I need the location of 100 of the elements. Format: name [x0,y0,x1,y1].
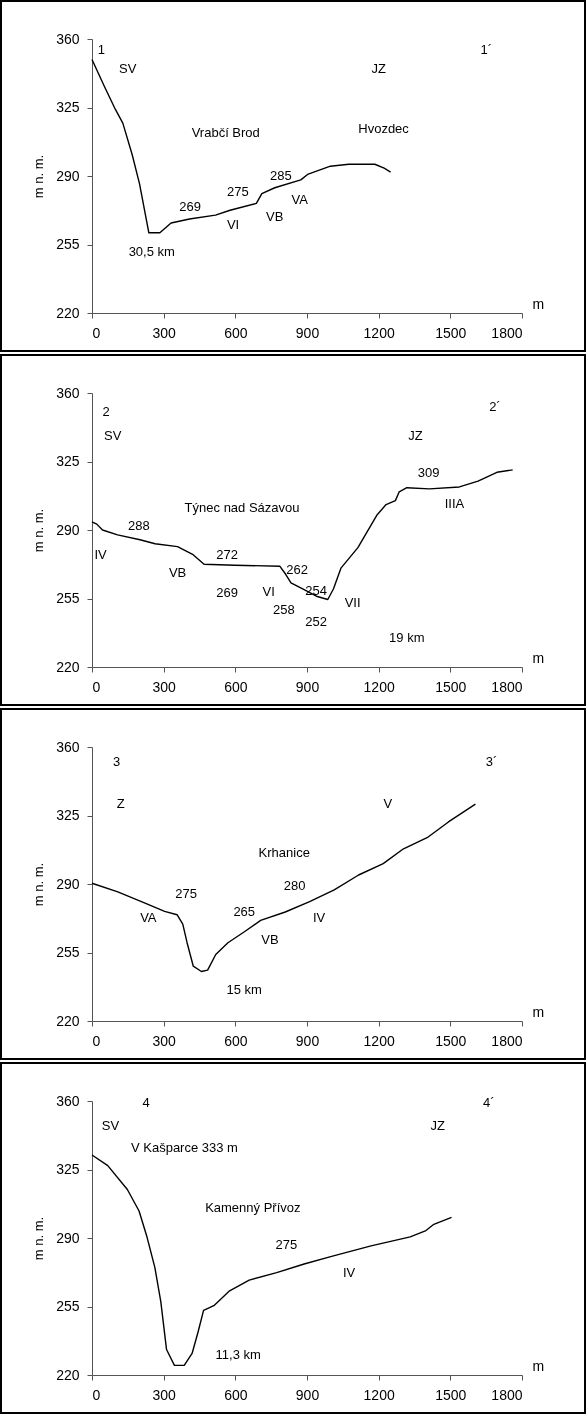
x-tick-label: 0 [92,1386,101,1403]
y-tick-label: 325 [56,1161,80,1177]
annotation: SV [119,61,137,77]
x-tick-label: 1500 [435,1386,467,1403]
y-tick-label: 220 [56,658,80,675]
x-tick-label: 300 [152,1386,177,1403]
y-axis-title: m n. m. [31,862,47,907]
annotation: VA [140,909,157,925]
x-tick-label: 300 [152,678,177,695]
annotation: 269 [216,584,238,600]
annotation: IV [312,909,326,925]
y-axis-title: m n. m. [31,508,47,553]
x-tick-label: 1800 [491,1032,523,1049]
x-tick-label: 0 [92,1032,101,1049]
y-tick-label: 325 [56,807,80,823]
x-axis-title: m [532,649,545,666]
annotation: VI [262,583,275,599]
annotation: 262 [286,562,308,578]
x-axis-title: m [532,1003,545,1020]
x-tick-label: 1200 [363,1032,395,1049]
x-tick-label: 900 [295,678,320,695]
x-tick-label: 300 [152,324,177,341]
annotation: 15 km [226,982,262,998]
annotation: 3 [112,753,121,769]
annotation: IV [94,547,108,563]
y-tick-label: 360 [56,30,80,47]
x-tick-label: 600 [224,324,248,341]
y-tick-label: 255 [56,590,80,606]
y-tick-label: 290 [56,167,80,184]
y-tick-label: 255 [56,1298,80,1314]
annotation: 275 [226,183,249,199]
annotation: SV [101,1117,120,1133]
x-tick-label: 1200 [363,678,395,695]
annotation: 280 [283,877,306,893]
x-tick-label: 1800 [491,678,523,695]
x-tick-label: 1800 [491,324,523,341]
y-tick-label: 290 [56,521,80,538]
annotation: Hvozdec [358,121,410,137]
y-tick-label: 220 [56,1366,80,1383]
annotation: SV [103,428,122,444]
annotation: Vrabčí Brod [191,124,260,140]
y-axis-title: m n. m. [31,154,47,199]
annotation: 272 [216,547,238,563]
annotation: 11,3 km [215,1346,261,1362]
y-tick-label: 360 [56,1092,80,1109]
annotation: 275 [175,885,198,901]
annotation: 288 [128,518,150,534]
x-tick-label: 1500 [435,678,467,695]
x-tick-label: 900 [295,1032,320,1049]
y-tick-label: 325 [56,453,80,469]
x-tick-label: 0 [92,678,101,695]
annotation: VB [261,931,279,947]
annotation: 30,5 km [128,244,175,260]
annotation: 4 [142,1094,150,1110]
y-tick-label: 255 [56,944,80,960]
annotation: 275 [275,1236,298,1252]
x-tick-label: 600 [224,1386,248,1403]
x-tick-label: 1500 [435,324,467,341]
annotation: 2´ [489,398,501,414]
x-tick-label: 0 [92,324,101,341]
annotation: JZ [371,61,387,77]
annotation: 4´ [483,1094,495,1110]
annotation: 252 [305,614,327,630]
annotation: 1 [97,41,106,57]
annotation: 19 km [389,629,425,645]
annotation: IIIA [444,495,465,511]
x-tick-label: 1500 [435,1032,467,1049]
y-tick-label: 220 [56,304,80,321]
x-tick-label: 600 [224,678,248,695]
annotation: 285 [269,168,292,183]
y-axis-title: m n. m. [31,1216,47,1261]
annotation: 265 [233,903,256,919]
annotation: Týnec nad Sázavou [184,499,300,515]
y-tick-label: 360 [56,738,80,755]
annotation: 1´ [480,41,493,57]
annotation: 269 [179,199,201,215]
x-tick-label: 900 [295,324,320,341]
annotation: VA [291,191,309,207]
y-tick-label: 290 [56,875,80,892]
y-tick-label: 220 [56,1012,80,1029]
x-axis-title: m [532,1357,545,1374]
annotation: IV [342,1264,356,1280]
y-tick-label: 290 [56,1229,80,1246]
y-tick-label: 360 [56,384,80,401]
annotation: VB [266,209,284,225]
x-axis-title: m [532,295,545,312]
y-tick-label: 255 [56,236,80,252]
annotation: Krhanice [258,844,310,860]
annotation: JZ [430,1117,445,1133]
annotation: 258 [272,602,295,618]
x-tick-label: 1200 [363,324,395,341]
annotation: V Kašparce 333 m [130,1140,238,1156]
line-series [91,1154,453,1367]
x-tick-label: 600 [224,1032,248,1049]
x-tick-label: 1200 [363,1386,395,1403]
annotation: VB [168,565,187,581]
annotation: 3´ [485,753,498,769]
annotation: VII [344,595,361,611]
x-tick-label: 1800 [491,1386,523,1403]
annotation: 2 [102,404,110,420]
